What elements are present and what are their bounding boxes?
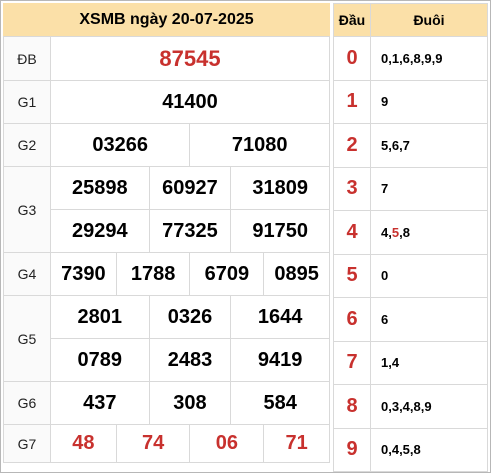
- prize-g4-value: 1788: [115, 252, 191, 296]
- loto-row: 1 9: [333, 79, 488, 124]
- prize-g6-value: 437: [50, 381, 150, 425]
- loto-duoi-part: ,8: [399, 224, 410, 240]
- prize-g7-value: 48: [50, 424, 117, 463]
- prize-label-g5: G5: [3, 295, 51, 382]
- prize-g3-value: 60927: [148, 166, 232, 210]
- loto-dau: 2: [333, 123, 371, 168]
- loto-row: 6 6: [333, 297, 488, 342]
- loto-dau: 6: [333, 297, 371, 342]
- loto-row: 8 0,3,4,8,9: [333, 384, 488, 429]
- loto-row: 2 5,6,7: [333, 123, 488, 168]
- loto-header-dau: Đầu: [333, 3, 371, 37]
- loto-table: Đầu Đuôi 0 0,1,6,8,9,9 1 9 2 5,6,7 3 7 4…: [333, 3, 488, 472]
- loto-row: 4 4,5,8: [333, 210, 488, 255]
- prize-g4-value: 6709: [189, 252, 265, 296]
- loto-row: 5 0: [333, 253, 488, 298]
- table-row: G6 437 308 584: [3, 381, 330, 425]
- loto-dau: 5: [333, 253, 371, 298]
- prize-table: ĐB 87545 G1 41400 G2 03266 71080 G3 2589…: [3, 36, 330, 463]
- prize-label-g2: G2: [3, 123, 51, 167]
- loto-duoi: 7: [370, 166, 488, 211]
- prize-g7-value: 06: [189, 424, 265, 463]
- loto-row: 7 1,4: [333, 340, 488, 385]
- prize-g6-value: 308: [148, 381, 232, 425]
- loto-duoi: 5,6,7: [370, 123, 488, 168]
- loto-duoi: 0: [370, 253, 488, 298]
- table-row: G7 48 74 06 71: [3, 424, 330, 463]
- loto-row: 3 7: [333, 166, 488, 211]
- table-row: ĐB 87545: [3, 36, 330, 81]
- prize-g1-value: 41400: [50, 80, 330, 124]
- loto-duoi: 4,5,8: [370, 210, 488, 255]
- loto-dau: 0: [333, 36, 371, 81]
- loto-row: 0 0,1,6,8,9,9: [333, 36, 488, 81]
- table-row: G1 41400: [3, 80, 330, 124]
- prize-g5-value: 0789: [50, 338, 150, 382]
- prize-g5-value: 2801: [50, 295, 150, 339]
- loto-duoi: 9: [370, 79, 488, 124]
- prize-g3-value: 25898: [50, 166, 150, 210]
- loto-header-duoi: Đuôi: [370, 3, 488, 37]
- loto-dau: 3: [333, 166, 371, 211]
- table-row: 0789 2483 9419: [4, 338, 330, 382]
- loto-duoi-highlight: 5: [391, 224, 400, 240]
- loto-dau: 7: [333, 340, 371, 385]
- prize-label-g1: G1: [3, 80, 51, 124]
- prize-label-db: ĐB: [3, 36, 51, 81]
- table-row: 29294 77325 91750: [4, 209, 330, 253]
- prize-g3-value: 91750: [230, 209, 330, 253]
- loto-dau: 4: [333, 210, 371, 255]
- loto-section: Đầu Đuôi 0 0,1,6,8,9,9 1 9 2 5,6,7 3 7 4…: [333, 3, 488, 472]
- results-section: XSMB ngày 20-07-2025 ĐB 87545 G1 41400 G…: [3, 3, 330, 471]
- loto-dau: 9: [333, 427, 371, 472]
- prize-g3-value: 77325: [148, 209, 232, 253]
- prize-g6-value: 584: [230, 381, 330, 425]
- prize-g7-value: 71: [263, 424, 330, 463]
- table-row: Đầu Đuôi: [333, 3, 488, 37]
- prize-g5-value: 0326: [148, 295, 232, 339]
- prize-g5-value: 9419: [230, 338, 330, 382]
- loto-dau: 1: [333, 79, 371, 124]
- loto-duoi: 0,3,4,8,9: [370, 384, 488, 429]
- prize-g2-value: 71080: [189, 123, 330, 167]
- prize-db-value: 87545: [50, 36, 330, 81]
- prize-g3-value: 29294: [50, 209, 150, 253]
- page-title: XSMB ngày 20-07-2025: [3, 3, 330, 36]
- prize-g4-value: 0895: [263, 252, 330, 296]
- table-row: G3 25898 60927 31809: [3, 166, 330, 253]
- loto-dau: 8: [333, 384, 371, 429]
- prize-label-g7: G7: [3, 424, 51, 463]
- prize-g7-value: 74: [115, 424, 191, 463]
- loto-row: 9 0,4,5,8: [333, 427, 488, 472]
- loto-duoi: 0,1,6,8,9,9: [370, 36, 488, 81]
- table-row: G2 03266 71080: [3, 123, 330, 167]
- prize-label-g4: G4: [3, 252, 51, 296]
- loto-duoi-part: 4,: [381, 224, 392, 240]
- prize-g5-value: 1644: [230, 295, 330, 339]
- prize-g5-value: 2483: [148, 338, 232, 382]
- prize-label-g3: G3: [3, 166, 51, 253]
- loto-duoi: 6: [370, 297, 488, 342]
- prize-g3-value: 31809: [230, 166, 330, 210]
- prize-g2-value: 03266: [49, 123, 191, 167]
- prize-label-g6: G6: [3, 381, 51, 425]
- loto-duoi: 1,4: [370, 340, 488, 385]
- table-row: G4 7390 1788 6709 0895: [3, 252, 330, 296]
- loto-duoi: 0,4,5,8: [370, 427, 488, 472]
- table-row: G5 2801 0326 1644: [3, 295, 330, 382]
- prize-g4-value: 7390: [50, 252, 117, 296]
